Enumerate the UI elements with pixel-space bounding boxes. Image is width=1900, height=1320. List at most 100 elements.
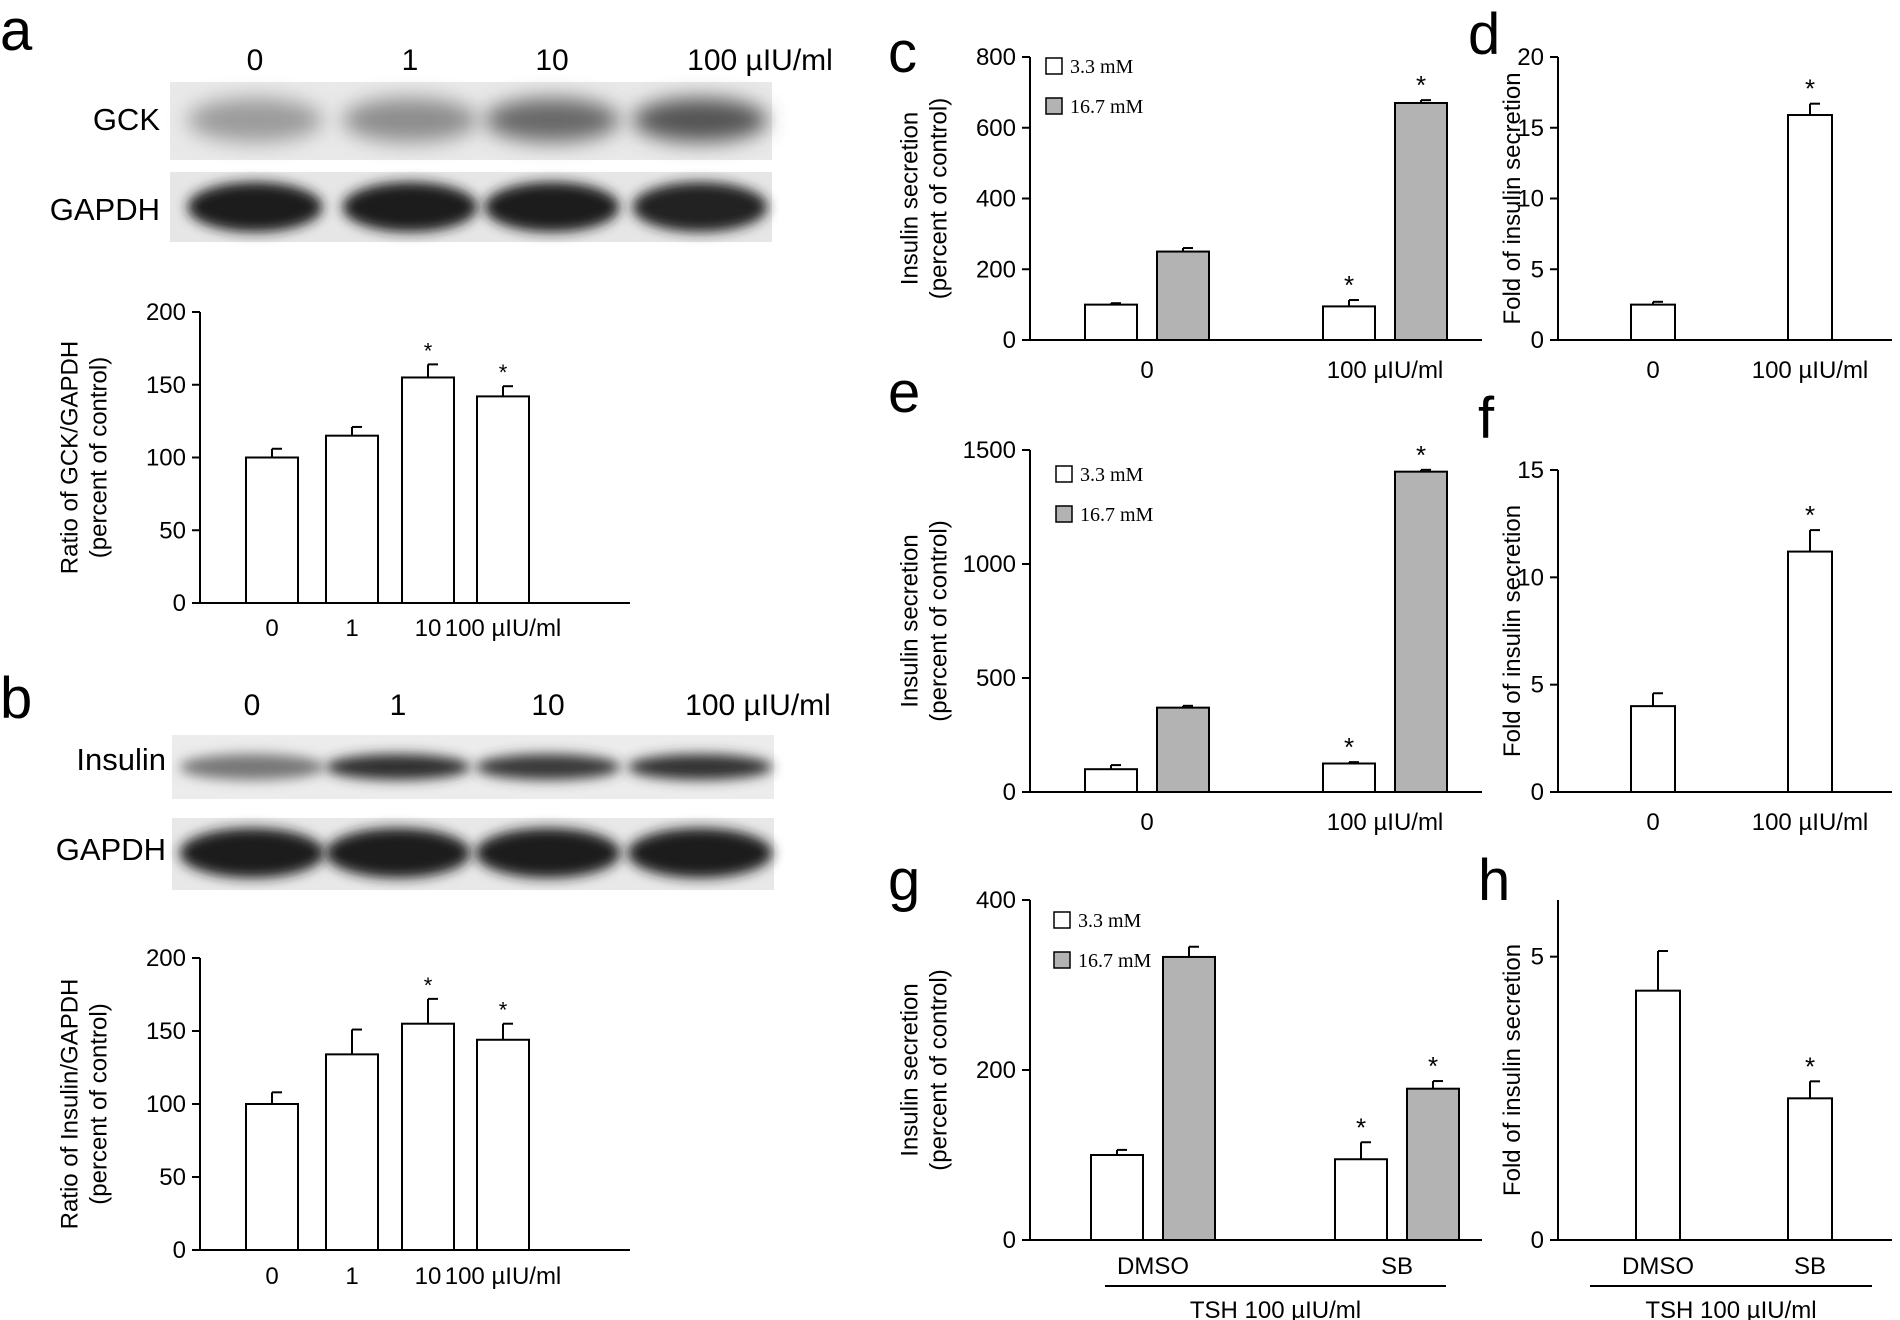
- bar: [476, 395, 530, 605]
- blot-band-label-gapdh: GAPDH: [50, 192, 160, 227]
- y-tick-label: 150: [146, 372, 186, 399]
- y-axis-label: (percent of control): [925, 969, 952, 1170]
- significance-star: *: [1356, 1112, 1366, 1142]
- y-tick-label: 200: [146, 945, 186, 972]
- blot-lane-label: 10: [531, 689, 564, 722]
- significance-star: *: [499, 360, 508, 385]
- y-tick-label: 1000: [963, 551, 1016, 578]
- blot-band: [632, 98, 768, 142]
- y-tick-label: 600: [976, 115, 1016, 142]
- blot-lane-label: 100 µIU/ml: [685, 689, 831, 722]
- y-tick-label: 0: [1003, 327, 1016, 354]
- blot-lane-label: 0: [244, 689, 261, 722]
- x-tick-label: 100 µIU/ml: [445, 615, 562, 642]
- y-tick-label: 100: [146, 1091, 186, 1118]
- x-tick-label: 0: [265, 615, 278, 642]
- y-axis-label: Insulin secretion: [897, 983, 924, 1156]
- legend-label: 16.7 mM: [1080, 504, 1154, 526]
- blot-band: [475, 754, 621, 780]
- bar: [1406, 1087, 1460, 1241]
- blot-band: [342, 182, 478, 232]
- x-tick-label: 100 µIU/ml: [1327, 357, 1444, 384]
- panel-letter-e: e: [888, 360, 920, 425]
- panel-letter-a: a: [0, 0, 33, 63]
- legend-label: 3.3 mM: [1070, 56, 1134, 78]
- blot-band: [187, 98, 323, 142]
- panel-letter-h: h: [1478, 848, 1510, 913]
- panel-letter-b: b: [0, 666, 32, 731]
- legend-swatch: [1045, 97, 1063, 115]
- significance-star: *: [499, 998, 508, 1023]
- y-axis-label: Fold of insulin secretion: [1499, 72, 1526, 324]
- y-tick-label: 5: [1531, 672, 1544, 699]
- bar: [1156, 250, 1210, 341]
- blot-lane-label: 10: [535, 44, 568, 77]
- y-axis-label: (percent of control): [85, 1003, 112, 1204]
- y-tick-label: 50: [159, 517, 186, 544]
- significance-star: *: [1805, 500, 1815, 530]
- blot-band: [325, 754, 471, 780]
- x-tick-label: 100 µIU/ml: [1752, 357, 1869, 384]
- legend-swatch: [1053, 911, 1071, 929]
- x-tick-label: 10: [415, 615, 442, 642]
- blot-a: 0 1 10 100 µIU/ml GCK GAPDH: [50, 44, 833, 242]
- y-tick-label: 20: [1517, 44, 1544, 71]
- x-tick-label: 100 µIU/ml: [445, 1263, 562, 1290]
- y-tick-label: 200: [976, 256, 1016, 283]
- x-tick-label: 10: [415, 1263, 442, 1290]
- blot-band: [179, 754, 325, 780]
- legend-swatch: [1045, 57, 1063, 75]
- blot-band-label-gapdh: GAPDH: [56, 832, 166, 867]
- significance-star: *: [424, 338, 433, 363]
- bar: [245, 456, 299, 604]
- x-tick-label: 0: [1646, 357, 1659, 384]
- bar: [1394, 101, 1448, 341]
- x-tick-label: 0: [1646, 809, 1659, 836]
- bar: [325, 434, 379, 604]
- y-tick-label: 1500: [963, 437, 1016, 464]
- blot-lane-label: 100 µIU/ml: [687, 44, 833, 77]
- bar: [1787, 550, 1833, 793]
- bar: [476, 1038, 530, 1252]
- blot-lane-label: 1: [402, 44, 419, 77]
- blot-band: [627, 754, 773, 780]
- x-tick-label: SB: [1794, 1253, 1826, 1280]
- y-axis-label: Ratio of GCK/GAPDH: [57, 341, 84, 574]
- y-tick-label: 0: [1531, 1227, 1544, 1254]
- y-tick-label: 5: [1531, 256, 1544, 283]
- y-tick-label: 0: [1003, 779, 1016, 806]
- legend-label: 16.7 mM: [1078, 950, 1152, 972]
- y-tick-label: 400: [976, 186, 1016, 213]
- legend-swatch: [1055, 465, 1073, 483]
- bar: [1084, 303, 1138, 341]
- blot-band: [342, 98, 478, 142]
- y-tick-label: 0: [173, 590, 186, 617]
- chart-panel-e: 0 500 1000 1500 Insulin secretion (percent of…: [897, 437, 1482, 836]
- bar: [1787, 114, 1833, 341]
- bar: [401, 376, 455, 604]
- blot-lane-label: 1: [390, 689, 407, 722]
- chart-panel-f: 0 5 10 15 Fold of insulin secretion * 0 100 µIU…: [1499, 457, 1892, 836]
- x-tick-label: 1: [345, 615, 358, 642]
- legend-swatch: [1055, 505, 1073, 523]
- panel-letter-f: f: [1478, 386, 1495, 451]
- blot-band: [484, 182, 620, 232]
- y-tick-label: 500: [976, 665, 1016, 692]
- legend-label: 16.7 mM: [1070, 96, 1144, 118]
- chart-panel-c: 0 200 400 600 800 Insulin secretion (percent o…: [897, 44, 1482, 384]
- bar: [1090, 1154, 1144, 1241]
- bar: [1635, 989, 1681, 1242]
- significance-star: *: [1416, 70, 1426, 100]
- x-tick-label: SB: [1381, 1253, 1413, 1280]
- x-tick-label: DMSO: [1622, 1253, 1694, 1280]
- x-tick-label: 1: [345, 1263, 358, 1290]
- y-tick-label: 200: [146, 299, 186, 326]
- blot-band: [627, 828, 773, 878]
- y-tick-label: 400: [976, 887, 1016, 914]
- bar: [1630, 303, 1676, 341]
- bar: [1334, 1158, 1388, 1241]
